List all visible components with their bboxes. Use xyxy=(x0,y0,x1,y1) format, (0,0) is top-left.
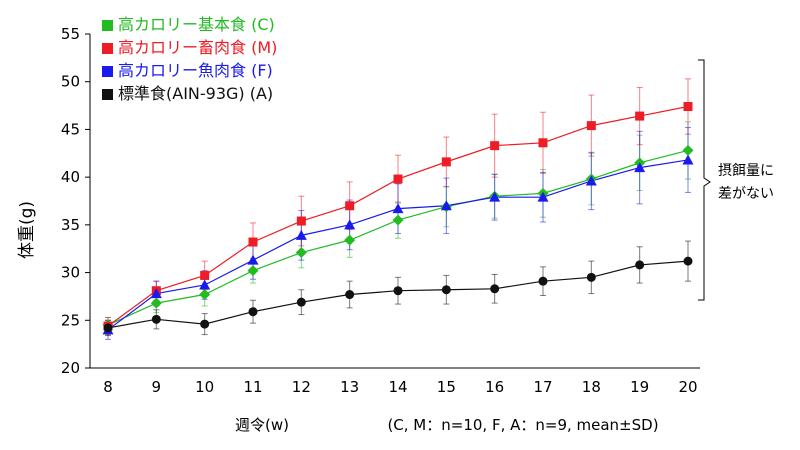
y-tick-label: 35 xyxy=(61,216,80,234)
legend-label: 高カロリー魚肉食 (F) xyxy=(118,61,273,80)
data-point xyxy=(490,284,500,294)
data-point xyxy=(538,138,548,148)
data-point xyxy=(200,319,210,329)
y-tick-label: 30 xyxy=(61,264,80,282)
data-point xyxy=(345,290,355,300)
data-point xyxy=(635,260,645,270)
annotation-line-2: 差がない xyxy=(718,186,774,202)
annotation-group: 摂餌量に 差がない xyxy=(698,59,774,301)
data-point xyxy=(490,141,500,151)
data-point xyxy=(392,214,404,226)
data-point xyxy=(296,216,306,226)
data-point xyxy=(295,229,307,240)
data-point xyxy=(683,102,693,112)
data-point xyxy=(248,237,258,247)
x-axis-label: 週令(w) xyxy=(235,416,289,434)
data-point xyxy=(440,200,452,211)
x-tick-label: 18 xyxy=(582,378,601,396)
legend-swatch xyxy=(102,43,113,54)
data-point xyxy=(585,175,597,186)
y-tick-label: 25 xyxy=(61,311,80,329)
legend-swatch xyxy=(102,66,113,77)
x-tick-label: 12 xyxy=(292,378,311,396)
data-point xyxy=(682,154,694,165)
data-point xyxy=(247,254,259,265)
data-point xyxy=(345,201,355,211)
data-point xyxy=(392,203,404,214)
bracket xyxy=(698,59,711,301)
x-tick-label: 17 xyxy=(533,378,552,396)
y-tick-label: 45 xyxy=(61,120,80,138)
data-point xyxy=(441,285,451,295)
data-point xyxy=(586,121,596,131)
data-point xyxy=(150,297,162,309)
y-axis-label: 体重(g) xyxy=(17,201,37,259)
x-tick-label: 8 xyxy=(103,378,113,396)
data-point xyxy=(393,286,403,296)
data-point xyxy=(441,157,451,167)
x-tick-label: 13 xyxy=(340,378,359,396)
x-tick-label: 9 xyxy=(152,378,162,396)
data-point xyxy=(586,272,596,282)
y-tick-label: 55 xyxy=(61,25,80,43)
data-point xyxy=(199,279,211,290)
data-point xyxy=(247,265,259,277)
data-point xyxy=(538,276,548,286)
data-point xyxy=(103,323,113,333)
y-tick-label: 50 xyxy=(61,73,80,91)
data-point xyxy=(393,174,403,184)
legend-label: 標準食(AIN-93G) (A) xyxy=(118,84,273,103)
x-tick-label: 16 xyxy=(485,378,504,396)
data-point xyxy=(295,247,307,259)
data-point xyxy=(344,219,356,230)
x-tick-label: 10 xyxy=(195,378,214,396)
legend-swatch xyxy=(102,89,113,100)
y-tick-label: 40 xyxy=(61,168,80,186)
data-point xyxy=(683,256,693,266)
data-point xyxy=(150,288,162,299)
y-tick-label: 20 xyxy=(61,359,80,377)
data-point xyxy=(682,144,694,156)
data-point xyxy=(296,297,306,307)
y-ticks: 20 25 30 35 40 45 50 55 xyxy=(61,25,90,377)
x-ticks: 8 9 10 11 12 13 14 15 16 17 18 19 20 xyxy=(103,378,697,396)
data-point xyxy=(344,234,356,246)
axes xyxy=(89,34,700,369)
data-point xyxy=(200,270,210,280)
x-tick-label: 11 xyxy=(243,378,262,396)
legend-label: 高カロリー畜肉食 (M) xyxy=(118,38,277,57)
series-markers xyxy=(102,102,694,335)
x-tick-label: 14 xyxy=(388,378,407,396)
data-point xyxy=(199,289,211,301)
x-tick-label: 19 xyxy=(630,378,649,396)
data-point xyxy=(151,314,161,324)
data-point xyxy=(635,111,645,121)
legend-swatch xyxy=(102,20,113,31)
sample-size-note: (C, M：n=10, F, A：n=9, mean±SD) xyxy=(387,416,658,434)
data-point xyxy=(248,307,258,317)
annotation-line-1: 摂餌量に xyxy=(718,162,774,179)
data-point xyxy=(634,162,646,173)
x-tick-label: 20 xyxy=(678,378,697,396)
data-point xyxy=(489,191,501,202)
data-point xyxy=(537,191,549,202)
legend: 高カロリー基本食 (C) 高カロリー畜肉食 (M) 高カロリー魚肉食 (F) 標準食(… xyxy=(102,15,277,103)
x-tick-label: 15 xyxy=(437,378,456,396)
legend-label: 高カロリー基本食 (C) xyxy=(118,15,275,34)
